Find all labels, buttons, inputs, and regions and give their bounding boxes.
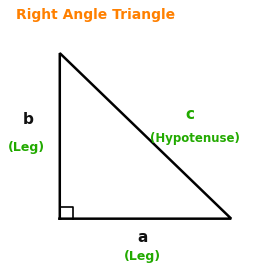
Text: Right Angle Triangle: Right Angle Triangle: [16, 8, 175, 22]
Text: c: c: [185, 107, 194, 122]
Text: (Hypotenuse): (Hypotenuse): [150, 132, 240, 145]
Text: (Leg): (Leg): [7, 141, 45, 154]
Text: b: b: [23, 112, 34, 127]
Text: a: a: [138, 230, 148, 245]
Text: (Leg): (Leg): [124, 250, 161, 263]
